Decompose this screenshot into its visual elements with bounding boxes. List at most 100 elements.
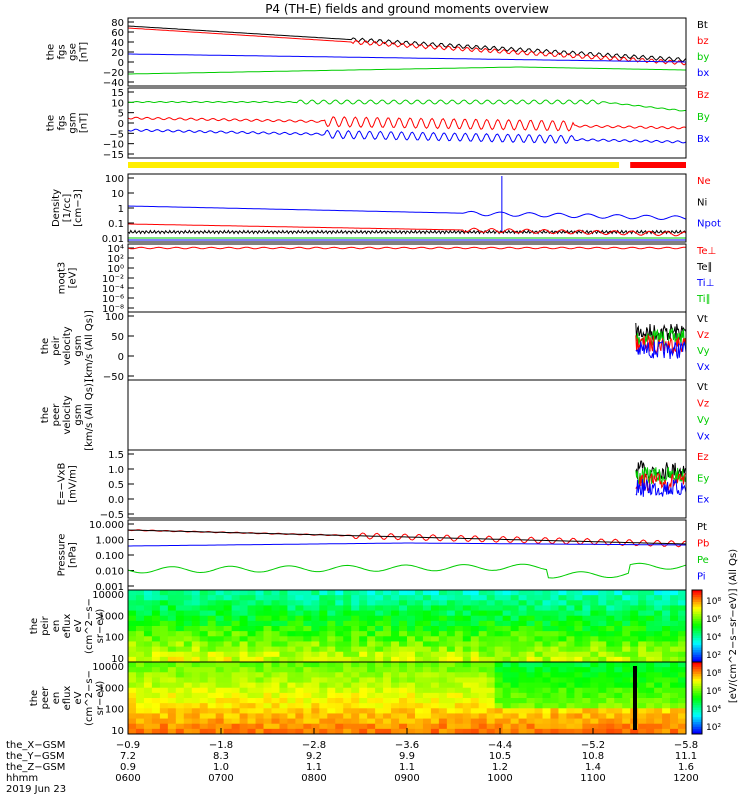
cell [335, 708, 344, 714]
cell [263, 636, 272, 642]
cell [239, 615, 249, 622]
cell [327, 687, 336, 694]
cell [598, 600, 607, 606]
cell [494, 728, 504, 735]
cell [598, 677, 607, 684]
xtick-row1-6: 11.1 [675, 751, 697, 762]
cell [383, 590, 392, 596]
cell [646, 687, 655, 694]
cell [534, 687, 544, 694]
cell [287, 662, 296, 668]
cell [151, 687, 161, 694]
cell [191, 620, 201, 627]
cell [646, 728, 655, 735]
cell [191, 698, 201, 704]
cell [231, 610, 241, 617]
cell [606, 605, 615, 612]
cell [614, 672, 623, 678]
cell [367, 703, 376, 709]
cell [662, 718, 671, 725]
cell [175, 590, 185, 596]
cell [215, 692, 225, 699]
cell [223, 590, 233, 596]
cell [279, 677, 288, 684]
ytick-fgs_gse-3: 20 [111, 48, 124, 59]
cell [383, 651, 392, 658]
frame-peir_vel [127, 311, 687, 381]
cell [183, 692, 193, 699]
cell [351, 682, 360, 689]
cell [367, 667, 376, 673]
cell [678, 667, 687, 673]
cell [638, 615, 647, 622]
cell [542, 682, 551, 689]
cell [662, 600, 671, 606]
cell [295, 698, 304, 704]
cell [295, 656, 304, 663]
cell [327, 672, 336, 678]
cell [351, 723, 360, 730]
cell [135, 713, 145, 720]
cell [175, 631, 185, 637]
cell [582, 600, 591, 606]
ylabel-pressure-0: Pressure [57, 534, 68, 577]
cell [279, 641, 288, 648]
cell [351, 626, 360, 632]
cell [135, 656, 145, 663]
cell [502, 687, 512, 694]
cell [646, 656, 655, 663]
cell [335, 595, 344, 601]
cell [407, 651, 416, 658]
cell [582, 687, 591, 694]
cell [311, 703, 320, 709]
cell [534, 615, 544, 622]
cell [454, 698, 464, 704]
cell [383, 708, 392, 714]
cell [438, 600, 448, 606]
cell [526, 718, 536, 725]
cell [255, 646, 265, 653]
cell [407, 631, 416, 637]
cell [430, 615, 440, 622]
colorbar-cell [692, 700, 702, 704]
cell [446, 698, 456, 704]
cell [351, 620, 360, 627]
cell [295, 631, 304, 637]
cell [582, 651, 591, 658]
cell [335, 631, 344, 637]
cell [662, 687, 671, 694]
ylabel-peir_vel-4: [km/s (All Qs)] [84, 310, 95, 382]
cell [199, 595, 209, 601]
cell [558, 595, 567, 601]
cell [414, 692, 424, 699]
cell [391, 590, 400, 596]
cell [319, 651, 328, 658]
legend-peer_vel-3: Vx [697, 432, 710, 443]
cell [438, 723, 448, 730]
cell [558, 631, 567, 637]
cell [375, 605, 384, 612]
cell [351, 646, 360, 653]
cell [670, 605, 679, 612]
cell [271, 636, 280, 642]
cell [303, 631, 312, 637]
cell [279, 692, 288, 699]
cell [135, 672, 145, 678]
ylabel-peir_flux-6: sr−eV) [95, 609, 106, 644]
colorbar-cell [692, 606, 702, 610]
series-Ne [128, 223, 687, 237]
cell [670, 687, 679, 694]
cell [430, 610, 440, 617]
cell [335, 615, 344, 622]
cell [422, 703, 432, 709]
cell [143, 600, 153, 606]
cell [438, 692, 448, 699]
cell [159, 708, 169, 714]
cell [271, 692, 280, 699]
cell [367, 672, 376, 678]
cell [231, 728, 241, 735]
cell [478, 636, 488, 642]
cell [486, 677, 496, 684]
cell [566, 662, 575, 668]
cell [582, 692, 591, 699]
